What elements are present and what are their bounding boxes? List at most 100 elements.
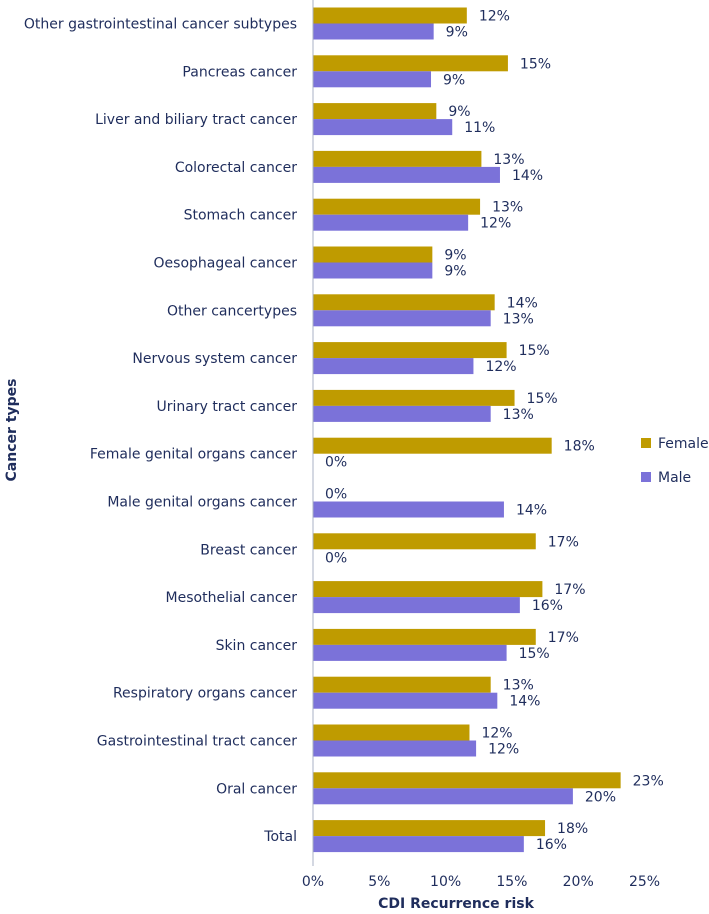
bar-male-skin-cancer bbox=[313, 644, 507, 661]
bar-male-liver-and-biliary-tract-cancer bbox=[313, 119, 453, 136]
legend: Female Male bbox=[641, 436, 709, 486]
data-label-female-oral-cancer: 23% bbox=[633, 773, 664, 789]
data-label-male-gastrointestinal-tract-cancer: 12% bbox=[488, 742, 519, 758]
category-label-total: Total bbox=[263, 829, 297, 845]
category-label-skin-cancer: Skin cancer bbox=[216, 638, 298, 654]
x-tick-label-15: 15% bbox=[496, 874, 527, 890]
data-label-male-skin-cancer: 15% bbox=[519, 646, 550, 662]
x-axis-title: CDI Recurrence risk bbox=[378, 896, 534, 912]
bar-male-total bbox=[313, 836, 524, 853]
x-tick-label-5: 5% bbox=[368, 874, 390, 890]
bar-female-stomach-cancer bbox=[313, 198, 481, 215]
bar-male-other-cancertypes bbox=[313, 310, 491, 327]
legend-swatch-female bbox=[641, 438, 651, 448]
category-label-female-genital-organs-cancer: Female genital organs cancer bbox=[90, 447, 297, 463]
bar-female-skin-cancer bbox=[313, 628, 536, 645]
bar-female-oral-cancer bbox=[313, 772, 621, 789]
data-label-male-liver-and-biliary-tract-cancer: 11% bbox=[464, 120, 495, 136]
data-label-female-total: 18% bbox=[557, 821, 588, 837]
data-label-male-oral-cancer: 20% bbox=[585, 789, 616, 805]
category-label-oral-cancer: Oral cancer bbox=[216, 781, 297, 797]
bar-male-oesophageal-cancer bbox=[313, 262, 433, 279]
bar-female-liver-and-biliary-tract-cancer bbox=[313, 103, 437, 120]
data-label-female-nervous-system-cancer: 15% bbox=[519, 343, 550, 359]
data-label-male-oesophageal-cancer: 9% bbox=[444, 264, 466, 280]
data-label-male-stomach-cancer: 12% bbox=[480, 216, 511, 232]
data-label-male-mesothelial-cancer: 16% bbox=[532, 598, 563, 614]
category-label-pancreas-cancer: Pancreas cancer bbox=[182, 64, 297, 80]
category-label-gastrointestinal-tract-cancer: Gastrointestinal tract cancer bbox=[97, 734, 297, 750]
bar-female-gastrointestinal-tract-cancer bbox=[313, 724, 470, 741]
data-label-female-pancreas-cancer: 15% bbox=[520, 56, 551, 72]
x-tick-label-0: 0% bbox=[302, 874, 324, 890]
bars-layer: 12%9%15%9%9%11%13%14%13%12%9%9%14%13%15%… bbox=[313, 7, 664, 853]
data-label-male-male-genital-organs-cancer: 14% bbox=[516, 503, 547, 519]
bar-male-gastrointestinal-tract-cancer bbox=[313, 740, 477, 757]
data-label-female-gastrointestinal-tract-cancer: 12% bbox=[481, 726, 512, 742]
bar-male-mesothelial-cancer bbox=[313, 597, 520, 614]
bar-female-oesophageal-cancer bbox=[313, 246, 433, 263]
data-label-male-respiratory-organs-cancer: 14% bbox=[509, 694, 540, 710]
category-label-liver-and-biliary-tract-cancer: Liver and biliary tract cancer bbox=[95, 112, 297, 128]
data-label-female-stomach-cancer: 13% bbox=[492, 200, 523, 216]
bar-female-urinary-tract-cancer bbox=[313, 389, 515, 406]
category-labels: Other gastrointestinal cancer subtypes Pa… bbox=[24, 17, 297, 846]
x-tick-labels: 0% 5% 10% 15% 20% 25% bbox=[302, 874, 660, 890]
data-label-male-colorectal-cancer: 14% bbox=[512, 168, 543, 184]
bar-female-breast-cancer bbox=[313, 533, 536, 550]
legend-swatch-male bbox=[641, 472, 651, 482]
bar-female-other-gastrointestinal-cancer-subtypes bbox=[313, 7, 467, 24]
legend-label-male: Male bbox=[658, 470, 691, 486]
bar-female-respiratory-organs-cancer bbox=[313, 676, 491, 693]
bar-male-pancreas-cancer bbox=[313, 71, 432, 88]
y-axis-title: Cancer types bbox=[4, 379, 20, 482]
data-label-female-other-gastrointestinal-cancer-subtypes: 12% bbox=[479, 9, 510, 25]
category-label-colorectal-cancer: Colorectal cancer bbox=[175, 160, 297, 176]
category-label-other-cancertypes: Other cancertypes bbox=[167, 303, 297, 319]
category-label-male-genital-organs-cancer: Male genital organs cancer bbox=[107, 495, 297, 511]
data-label-male-nervous-system-cancer: 12% bbox=[485, 359, 516, 375]
x-tick-label-25: 25% bbox=[629, 874, 660, 890]
bar-female-mesothelial-cancer bbox=[313, 581, 543, 598]
data-label-female-oesophageal-cancer: 9% bbox=[444, 248, 466, 264]
data-label-female-urinary-tract-cancer: 15% bbox=[527, 391, 558, 407]
bar-male-respiratory-organs-cancer bbox=[313, 692, 498, 709]
data-label-male-other-cancertypes: 13% bbox=[503, 311, 534, 327]
bar-male-stomach-cancer bbox=[313, 214, 469, 231]
category-label-mesothelial-cancer: Mesothelial cancer bbox=[166, 590, 298, 606]
bar-female-pancreas-cancer bbox=[313, 55, 508, 72]
data-label-female-skin-cancer: 17% bbox=[548, 630, 579, 646]
bar-male-nervous-system-cancer bbox=[313, 358, 474, 375]
data-label-male-pancreas-cancer: 9% bbox=[443, 72, 465, 88]
bar-female-colorectal-cancer bbox=[313, 150, 482, 167]
data-label-male-female-genital-organs-cancer: 0% bbox=[325, 455, 347, 471]
x-tick-label-10: 10% bbox=[430, 874, 461, 890]
bar-female-total bbox=[313, 820, 546, 837]
bar-male-colorectal-cancer bbox=[313, 166, 500, 183]
data-label-female-female-genital-organs-cancer: 18% bbox=[564, 439, 595, 455]
data-label-female-other-cancertypes: 14% bbox=[507, 295, 538, 311]
data-label-female-respiratory-organs-cancer: 13% bbox=[503, 678, 534, 694]
category-label-breast-cancer: Breast cancer bbox=[200, 542, 297, 558]
data-label-female-colorectal-cancer: 13% bbox=[493, 152, 524, 168]
data-label-male-other-gastrointestinal-cancer-subtypes: 9% bbox=[446, 25, 468, 41]
bar-male-urinary-tract-cancer bbox=[313, 405, 491, 422]
category-label-nervous-system-cancer: Nervous system cancer bbox=[132, 351, 297, 367]
category-label-respiratory-organs-cancer: Respiratory organs cancer bbox=[113, 686, 297, 702]
bar-female-nervous-system-cancer bbox=[313, 342, 507, 359]
bar-female-other-cancertypes bbox=[313, 294, 495, 311]
data-label-male-total: 16% bbox=[536, 837, 567, 853]
category-label-stomach-cancer: Stomach cancer bbox=[184, 208, 298, 224]
category-label-other-gastrointestinal-cancer-subtypes: Other gastrointestinal cancer subtypes bbox=[24, 17, 297, 33]
legend-label-female: Female bbox=[658, 436, 709, 452]
bar-male-oral-cancer bbox=[313, 788, 573, 805]
category-label-urinary-tract-cancer: Urinary tract cancer bbox=[156, 399, 297, 415]
bar-male-male-genital-organs-cancer bbox=[313, 501, 504, 518]
category-label-oesophageal-cancer: Oesophageal cancer bbox=[154, 256, 298, 272]
bar-female-female-genital-organs-cancer bbox=[313, 437, 552, 454]
data-label-female-breast-cancer: 17% bbox=[548, 534, 579, 550]
x-tick-label-20: 20% bbox=[563, 874, 594, 890]
bar-male-other-gastrointestinal-cancer-subtypes bbox=[313, 23, 434, 40]
data-label-female-liver-and-biliary-tract-cancer: 9% bbox=[448, 104, 470, 120]
data-label-female-male-genital-organs-cancer: 0% bbox=[325, 487, 347, 503]
